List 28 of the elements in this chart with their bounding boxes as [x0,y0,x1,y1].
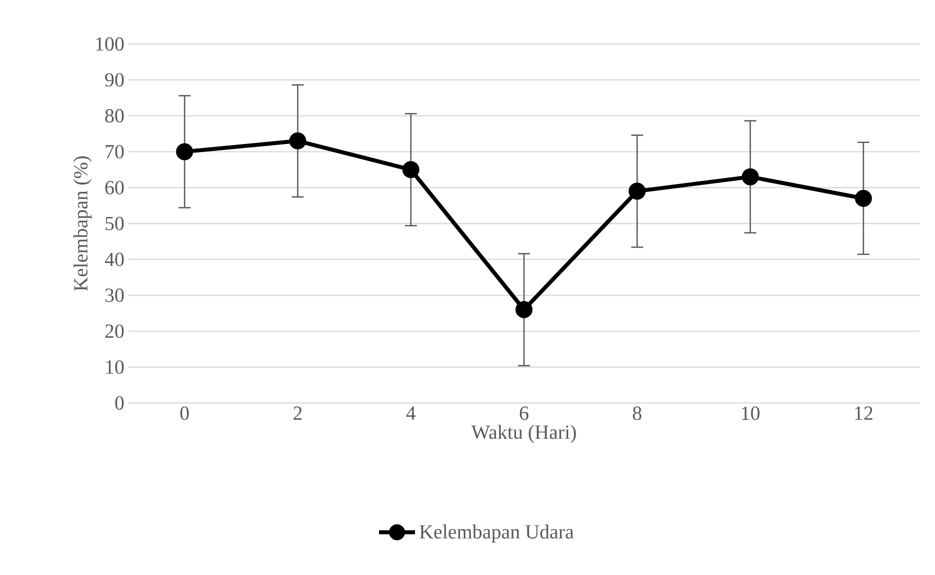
y-tick-label: 10 [106,360,124,374]
point [742,168,759,186]
point [176,143,194,160]
point [402,161,420,178]
y-tick-label: 90 [105,73,124,87]
x-tick-label: 8 [632,406,642,420]
point [854,190,872,207]
y-tick-label: 0 [115,396,124,410]
y-axis-title: Kelembapan (%) [73,156,92,291]
y-tick-label: 80 [105,109,124,123]
x-tick-label: 10 [742,406,760,420]
y-tick-label: 60 [105,180,124,194]
x-tick-label: 0 [180,406,189,420]
x-axis-title: Waktu (Hari) [471,424,576,444]
y-tick-label: 30 [105,288,124,302]
x-tick-label: 6 [520,406,528,420]
y-tick-label: 100 [96,37,124,51]
y-tick-label: 40 [104,252,124,266]
y-tick-label: 70 [106,144,124,158]
x-tick-label: 12 [855,406,872,420]
y-tick-label: 50 [106,216,124,230]
y-tick-label: 20 [105,324,124,338]
point [289,132,306,150]
point [516,301,532,318]
point [628,182,646,200]
x-tick-label: 2 [294,406,302,420]
x-tick-label: 4 [406,406,416,420]
legend-label: Kelembapan Udara [420,524,574,543]
